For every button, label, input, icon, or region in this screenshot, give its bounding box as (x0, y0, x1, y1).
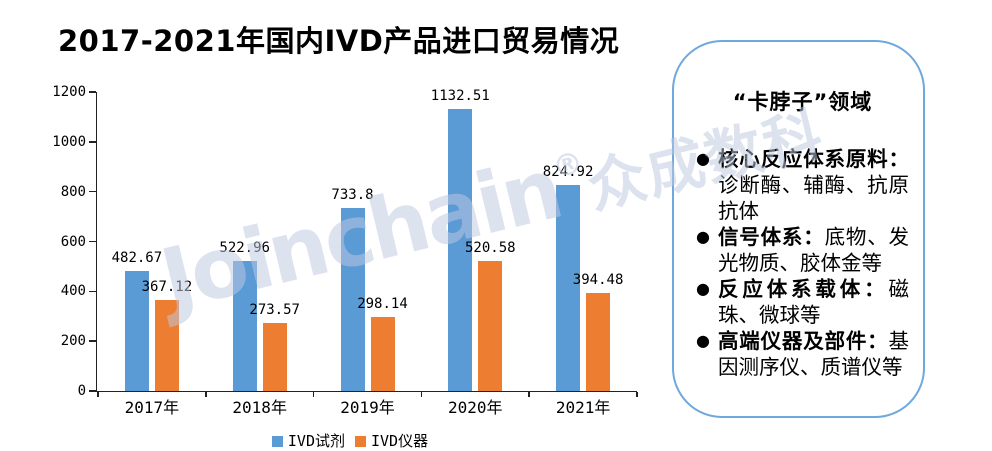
panel-bullet-list: ● 核心反应体系原料：诊断酶、辅酶、抗原抗体 ● 信号体系：底物、发光物质、胶体金等 ●… (696, 146, 909, 380)
bar-data-label: 824.92 (542, 164, 594, 181)
bar-ivd-reagent (448, 108, 473, 391)
panel-bullet-item: ● 核心反应体系原料：诊断酶、辅酶、抗原抗体 (696, 146, 909, 224)
x-tick-mark (420, 392, 423, 397)
y-tick-label: 1000 (52, 133, 86, 150)
panel-bullet-item: ● 反应体系载体：磁珠、微球等 (696, 276, 909, 328)
bar-ivd-reagent (124, 270, 149, 391)
bar-data-label: 482.67 (111, 249, 163, 266)
x-tick-mark (97, 392, 99, 397)
y-tick-mark (89, 141, 96, 143)
legend-label: IVD仪器 (371, 431, 429, 450)
bar-data-label: 1132.51 (430, 87, 490, 104)
bar-data-label: 733.8 (331, 187, 374, 204)
bullet-body: 基因测序仪、质谱仪等 (717, 329, 909, 379)
y-tick-mark (89, 390, 96, 392)
legend-swatch-icon (271, 435, 283, 447)
bar-data-label: 273.57 (249, 301, 300, 318)
y-tick-mark (89, 190, 96, 193)
y-tick-mark (89, 290, 96, 293)
y-tick-mark (89, 240, 96, 243)
x-category-label: 2019年 (340, 398, 395, 417)
bar-data-label: 522.96 (219, 239, 270, 256)
panel-title: “卡脖子”领域 (732, 90, 873, 114)
x-category-label: 2018年 (232, 398, 287, 417)
legend-item: IVD仪器 (355, 431, 429, 450)
x-tick-mark (528, 392, 530, 397)
bullet-heading: 信号体系： (717, 225, 825, 249)
x-tick-mark (636, 392, 638, 397)
bar-ivd-instrument (154, 299, 179, 391)
chart-legend: IVD试剂 IVD仪器 (80, 432, 620, 450)
y-tick-mark (89, 340, 96, 342)
bar-ivd-instrument (478, 261, 503, 391)
bullet-text: 高端仪器及部件：基因测序仪、质谱仪等 (718, 328, 909, 380)
legend-swatch-icon (355, 435, 366, 447)
bar-ivd-instrument (586, 292, 611, 391)
bar-ivd-instrument (370, 316, 395, 391)
bullet-heading: 反应体系载体： (717, 277, 889, 301)
x-category-label: 2020年 (448, 398, 503, 417)
x-tick-mark (205, 392, 207, 397)
y-tick-mark (89, 91, 96, 93)
bullet-heading: 高端仪器及部件： (717, 329, 889, 353)
bullet-text: 反应体系载体：磁珠、微球等 (718, 276, 909, 328)
bullet-icon: ● (696, 279, 710, 298)
bullet-body: 底物、发光物质、胶体金等 (717, 225, 910, 275)
bullet-icon: ● (696, 227, 710, 246)
panel-bullet-item: ● 信号体系：底物、发光物质、胶体金等 (696, 224, 909, 276)
y-tick-label: 0 (77, 383, 86, 399)
bar-ivd-reagent (340, 208, 365, 391)
bullet-text: 信号体系：底物、发光物质、胶体金等 (718, 224, 909, 276)
bar-ivd-reagent (232, 260, 257, 391)
chart-title: 2017-2021年国内IVD产品进口贸易情况 (58, 24, 620, 58)
y-tick-label: 200 (60, 333, 86, 350)
x-category-label: 2017年 (124, 398, 180, 417)
y-tick-label: 600 (60, 233, 86, 250)
y-tick-label: 800 (60, 183, 86, 200)
panel-bullet-item: ● 高端仪器及部件：基因测序仪、质谱仪等 (696, 328, 909, 380)
bar-ivd-instrument (262, 322, 287, 391)
bar-data-label: 367.12 (141, 278, 193, 295)
bullet-body: 磁珠、微球等 (717, 277, 909, 327)
bar-ivd-reagent (556, 185, 581, 391)
y-tick-label: 1200 (52, 84, 86, 100)
bullet-text: 核心反应体系原料：诊断酶、辅酶、抗原抗体 (718, 146, 909, 224)
x-axis-line (95, 390, 637, 392)
legend-item: IVD试剂 (271, 431, 345, 450)
legend-label: IVD试剂 (287, 431, 345, 450)
bar-data-label: 298.14 (357, 295, 408, 312)
bullet-heading: 核心反应体系原料： (717, 147, 909, 171)
y-tick-label: 400 (60, 283, 86, 300)
bar-data-label: 520.58 (465, 240, 516, 257)
x-category-label: 2021年 (555, 398, 611, 417)
bullet-icon: ● (696, 331, 710, 350)
bullet-body: 诊断酶、辅酶、抗原抗体 (717, 173, 909, 223)
y-axis-line (95, 92, 97, 391)
key-areas-panel: “卡脖子”领域 ● 核心反应体系原料：诊断酶、辅酶、抗原抗体 ● 信号体系：底物、发光… (672, 40, 925, 418)
bullet-icon: ● (696, 149, 710, 168)
bar-data-label: 394.48 (572, 271, 624, 288)
x-tick-mark (312, 392, 315, 397)
